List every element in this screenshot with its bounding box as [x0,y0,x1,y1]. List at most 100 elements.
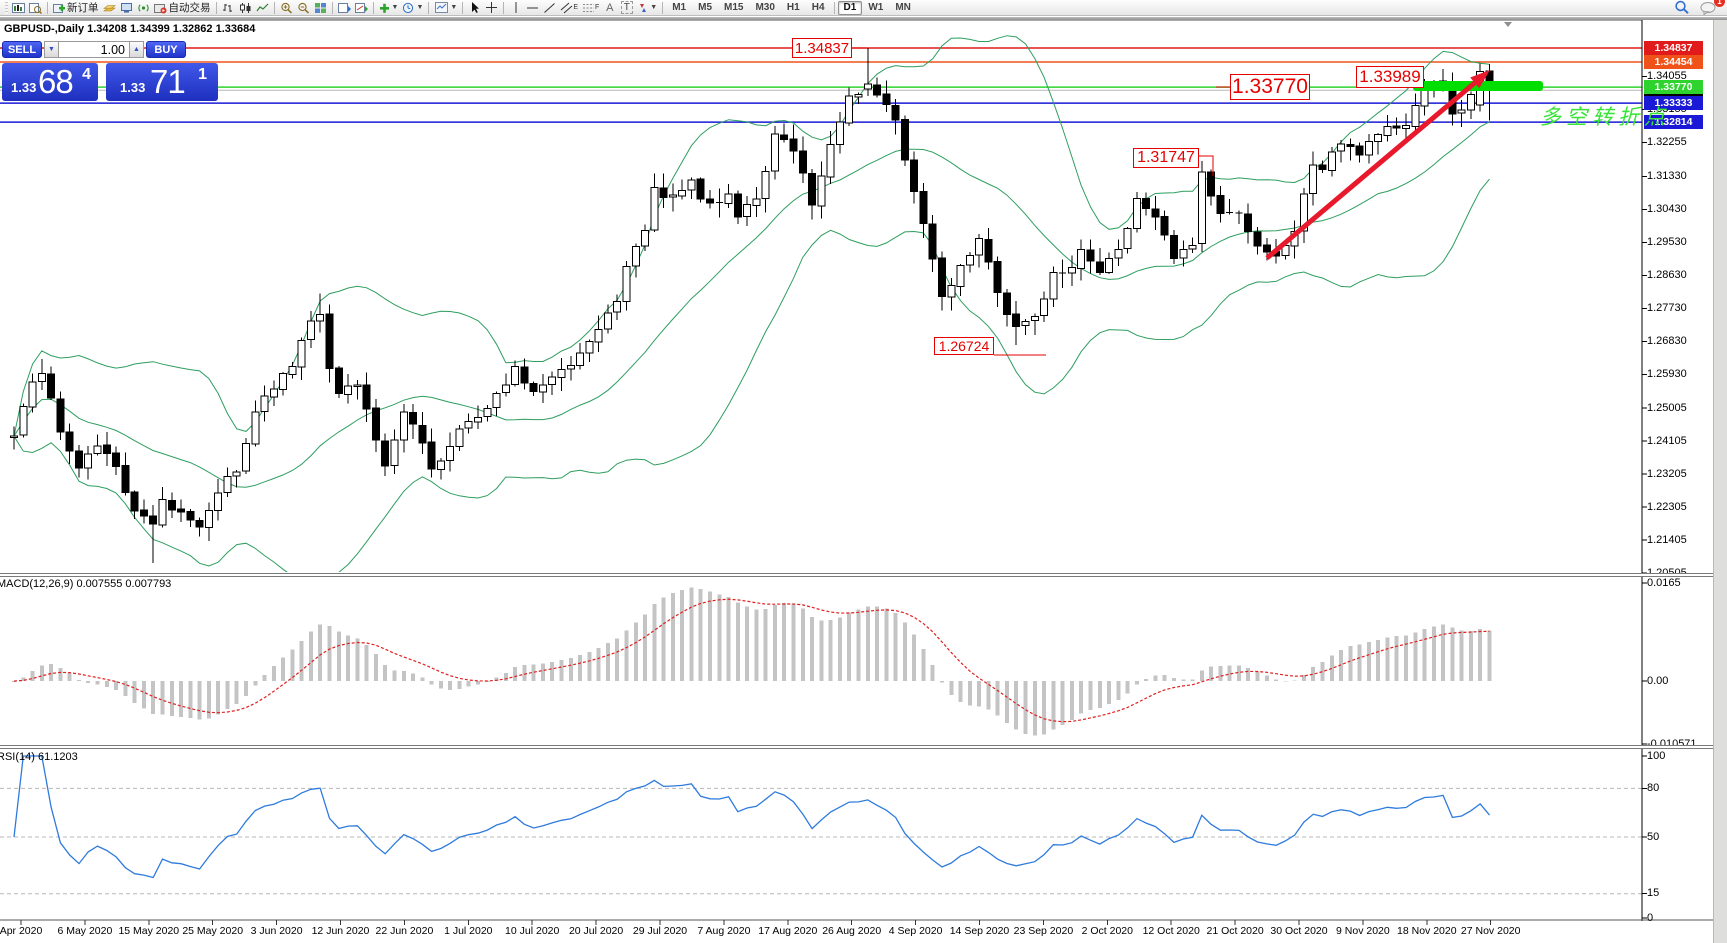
date-axis-label[interactable]: 21 Oct 2020 [1206,925,1264,937]
timeframe-button-d1[interactable]: D1 [837,0,863,15]
sell-button[interactable]: SELL [2,41,42,58]
toolbar-grip[interactable] [5,1,8,14]
price-axis-tick[interactable]: 1.27730 [1647,301,1687,314]
price-annotation[interactable]: 1.34837 [792,38,852,58]
date-axis-label[interactable]: 12 Oct 2020 [1142,925,1200,937]
date-axis-label[interactable]: 30 Oct 2020 [1270,925,1328,937]
candle-chart-type-icon[interactable] [237,0,254,15]
timeframe-button-w1[interactable]: W1 [868,2,884,13]
date-axis-label[interactable]: 14 Sep 2020 [949,925,1010,937]
price-axis-tick[interactable]: 1.24105 [1647,434,1687,447]
strategy-tester-icon[interactable] [336,0,353,15]
date-axis-label[interactable]: 2 Oct 2020 [1081,925,1133,937]
date-axis-label[interactable]: 26 Aug 2020 [822,925,882,937]
trendline-tool-icon[interactable] [541,0,558,15]
right-scrollbar[interactable] [1713,20,1727,943]
timeframe-button-m15[interactable]: M15 [724,2,744,13]
price-axis-tick[interactable]: 1.22305 [1647,500,1687,513]
price-axis-tick[interactable]: 1.30430 [1647,202,1687,215]
rsi-axis-tick[interactable]: 100 [1647,749,1666,762]
rsi-axis-tick[interactable]: 15 [1647,887,1660,900]
new-order-button[interactable]: 新订单 [51,0,101,15]
date-axis-label[interactable]: 23 Sep 2020 [1013,925,1074,937]
price-axis-tick[interactable]: 1.23205 [1647,467,1687,480]
date-axis-label[interactable]: 17 Aug 2020 [758,925,818,937]
signal-icon[interactable] [135,0,152,15]
rsi-axis-tick[interactable]: 50 [1647,830,1660,843]
rsi-axis-tick[interactable]: 0 [1647,911,1654,924]
price-axis-tick[interactable]: 1.32255 [1647,136,1687,149]
date-axis-label[interactable]: 9 Nov 2020 [1336,925,1390,937]
date-axis-label[interactable]: 3 Jun 2020 [250,925,303,937]
terminal-icon[interactable] [118,0,135,15]
timeframe-button-m5[interactable]: M5 [698,2,713,13]
rsi-axis-tick[interactable]: 80 [1647,781,1660,794]
price-axis-tick[interactable]: 1.26830 [1647,334,1687,347]
date-axis-label[interactable]: 29 Jul 2020 [632,925,688,937]
add-indicator-button[interactable]: ▼ [377,0,401,15]
tile-windows-icon[interactable] [312,0,329,15]
sell-price-box[interactable]: 1.33 68 4 [2,63,98,101]
period-clock-button[interactable]: ▼ [400,0,425,15]
price-axis-tick[interactable]: 1.25005 [1647,401,1687,414]
date-axis-label[interactable]: 18 Nov 2020 [1397,925,1457,937]
notifications-icon[interactable]: 1 [1698,0,1725,15]
macd-axis-tick[interactable]: 0.00 [1647,674,1669,687]
cursor-tool-icon[interactable] [466,0,483,15]
timeframe-button-m1[interactable]: M1 [672,2,687,13]
arrows-tool-icon[interactable]: ▼ [635,0,659,15]
price-axis-tick[interactable]: 1.25930 [1647,367,1687,380]
vline-tool-icon[interactable] [507,0,524,15]
timeframe-button-m30[interactable]: M30 [755,2,775,13]
auto-trading-button[interactable]: 自动交易 [152,0,213,15]
date-axis-label[interactable]: 15 May 2020 [118,925,180,937]
crosshair-tool-icon[interactable] [483,0,500,15]
search-icon[interactable] [1672,0,1692,15]
date-axis-label[interactable]: 12 Jun 2020 [311,925,370,937]
date-axis-label[interactable]: 7 Aug 2020 [697,925,751,937]
date-axis-label[interactable]: 10 Jul 2020 [505,925,560,937]
date-axis-label[interactable]: 25 May 2020 [182,925,244,937]
timeframe-button-h1[interactable]: H1 [786,2,800,13]
hline-tool-icon[interactable] [524,0,541,15]
volume-up-button[interactable]: ▲ [129,41,144,58]
buy-price-box[interactable]: 1.33 71 1 [106,63,218,101]
channel-tool-icon[interactable]: E [558,0,580,15]
price-axis-tick[interactable]: 1.34055 [1647,70,1687,83]
price-annotation[interactable]: 1.33770 [1230,74,1310,100]
templates-icon[interactable]: ▼ [432,0,459,15]
zoom-out-icon[interactable] [295,0,312,15]
volume-input[interactable] [59,41,129,58]
price-axis-tick[interactable]: 1.28630 [1647,268,1687,281]
date-axis-label[interactable]: 20 Jul 2020 [568,925,624,937]
price-annotation[interactable]: 1.31747 [1133,148,1199,168]
price-axis-tick[interactable]: 1.29530 [1647,235,1687,248]
label-tool-icon[interactable]: T [618,0,635,15]
date-axis-label[interactable]: Apr 2020 [0,925,43,937]
wallet-icon[interactable] [101,0,118,15]
date-axis-label[interactable]: 4 Sep 2020 [888,925,943,937]
pane-separator-macd[interactable] [0,573,1713,577]
price-axis-tick[interactable]: 1.31330 [1647,169,1687,182]
macd-axis-tick[interactable]: 0.0165 [1647,576,1681,589]
text-tool-icon[interactable]: A [606,1,614,14]
date-axis-label[interactable]: 6 May 2020 [57,925,113,937]
zoom-in-icon[interactable] [278,0,295,15]
date-axis-label[interactable]: 22 Jun 2020 [375,925,434,937]
trend-note-text[interactable]: 多空转折点 [1540,105,1670,129]
timeframe-button-h4[interactable]: H4 [811,2,825,13]
date-axis-label[interactable]: 27 Nov 2020 [1460,925,1521,937]
price-annotation[interactable]: 1.33989 [1356,66,1424,88]
chart-preview-icon[interactable] [27,0,44,15]
timeframe-button-mn[interactable]: MN [895,2,911,13]
volume-down-button[interactable]: ▼ [44,41,59,58]
indicator-list-icon[interactable] [353,0,370,15]
new-chart-icon[interactable] [10,0,27,15]
pane-separator-rsi[interactable] [0,745,1713,749]
date-axis-label[interactable]: 1 Jul 2020 [444,925,493,937]
price-axis-tick[interactable]: 1.21405 [1647,533,1687,546]
bar-chart-type-icon[interactable] [220,0,237,15]
line-chart-type-icon[interactable] [254,0,271,15]
fibonacci-tool-icon[interactable]: F [580,0,601,15]
